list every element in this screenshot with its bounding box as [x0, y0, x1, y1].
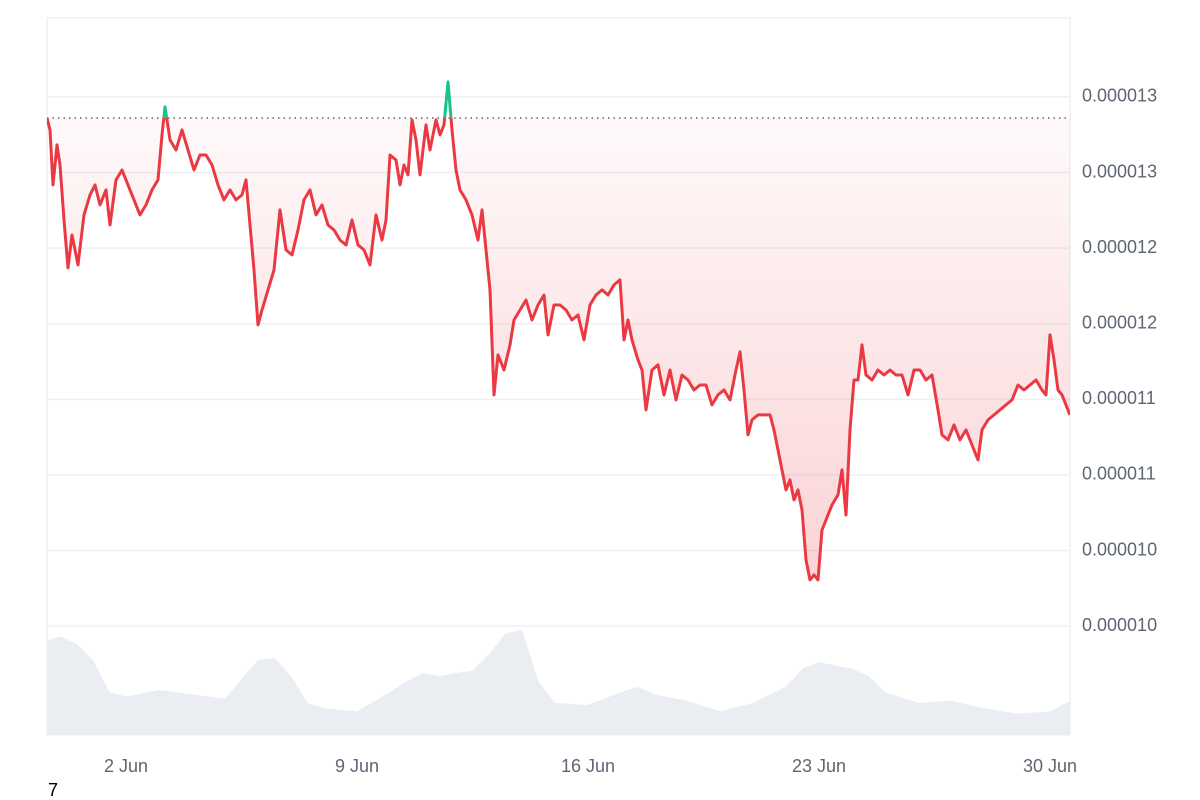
- price-area: [47, 117, 1070, 580]
- x-tick-label: 9 Jun: [335, 756, 379, 776]
- x-tick-label: 2 Jun: [104, 756, 148, 776]
- y-tick-label: 0.000011: [1082, 388, 1156, 408]
- y-tick-label: 0.000010: [1082, 539, 1157, 559]
- x-tick-label: 30 Jun: [1023, 756, 1077, 776]
- y-tick-label: 0.000011: [1082, 464, 1156, 484]
- x-tick-label: 16 Jun: [561, 756, 615, 776]
- y-tick-label: 0.000013: [1082, 161, 1157, 181]
- x-tick-label: 23 Jun: [792, 756, 846, 776]
- y-tick-label: 0.000010: [1082, 615, 1157, 635]
- volume-area: [47, 630, 1070, 735]
- price-line: [47, 117, 1070, 582]
- footnote: 7: [48, 780, 58, 800]
- y-tick-label: 0.000012: [1082, 237, 1157, 257]
- y-tick-label: 0.000013: [1082, 86, 1157, 106]
- y-tick-label: 0.000012: [1082, 312, 1157, 332]
